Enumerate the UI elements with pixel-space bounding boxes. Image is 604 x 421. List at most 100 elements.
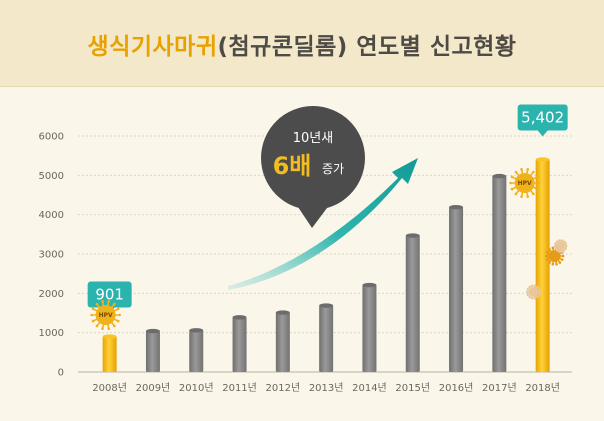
value-callout-last: 5,402: [517, 104, 568, 137]
bar-cap: [405, 233, 420, 238]
virus-spike-tip: [537, 181, 540, 185]
virus-spike-tip: [526, 290, 529, 294]
virus-spike-tip: [553, 244, 557, 248]
virus-spike-tip: [526, 293, 530, 297]
virus-spike-tip: [562, 240, 566, 243]
virus-spike-tip: [116, 307, 120, 311]
title-band: [0, 0, 604, 87]
bar-cap: [362, 282, 377, 288]
virus-spike-tip: [538, 293, 541, 297]
bar-chart: 0 1000 2000 3000 4000 5000 6000 2008년 2009년 2010…: [39, 104, 572, 394]
virus-spike-tip: [544, 254, 548, 258]
virus-spike-tip: [514, 192, 518, 196]
virus-spike-tip: [564, 247, 567, 250]
x-tick-label: 2011년: [222, 382, 257, 394]
bubble-big-text: 6배: [273, 152, 312, 180]
bar-cap: [319, 303, 334, 308]
virus-spike-tip: [510, 175, 514, 179]
virus-spike-tip: [526, 287, 530, 291]
x-tick-label: 2008년: [92, 382, 127, 394]
virus-spike-tip: [514, 170, 518, 174]
virus-spike-tip: [564, 244, 568, 248]
value-callout-first: 901: [87, 281, 132, 314]
bar: [535, 159, 550, 372]
virus-spike-tip: [528, 295, 532, 299]
bar-cap: [232, 315, 247, 320]
virus-spike-tip: [107, 300, 111, 303]
virus-spike-tip: [536, 295, 539, 299]
virus-spike-tip: [101, 300, 104, 303]
virus-spike-tip: [530, 284, 534, 288]
virus-spike-tip: [536, 285, 539, 289]
virus-spike-tip: [554, 247, 557, 250]
virus-spike-tip: [95, 324, 99, 328]
virus-icon-faint: [526, 284, 542, 300]
y-tick-label: 2000: [39, 289, 64, 300]
bars: [102, 157, 550, 372]
x-tick-label: 2013년: [309, 382, 344, 394]
virus-body: [514, 173, 535, 193]
decorations: 901 5,402 10년새 6배 증가 HPV HPV: [87, 104, 568, 330]
virus-label: HPV: [99, 312, 113, 319]
virus-spike-tip: [91, 319, 95, 323]
bar: [405, 235, 420, 372]
y-tick-label: 1000: [39, 328, 64, 339]
virus-spike-tip: [555, 249, 559, 252]
virus-spike-tip: [561, 254, 565, 258]
title-highlight: 생식기사마귀: [87, 34, 218, 60]
bar-cap: [102, 334, 117, 339]
x-tick-label: 2010년: [179, 382, 214, 394]
bar: [232, 317, 247, 372]
x-tick-label: 2012년: [266, 382, 301, 394]
virus-body: [556, 242, 565, 250]
virus-spike-tip: [520, 168, 523, 171]
bar: [492, 176, 507, 372]
virus-spike-tip: [562, 249, 566, 252]
virus-spike-tip: [538, 287, 541, 291]
virus-spike-tip: [555, 240, 559, 243]
bar-cap: [535, 157, 550, 162]
virus-spike-tip: [91, 307, 95, 311]
virus-spike-tip: [101, 327, 104, 330]
virus-spike-tip: [533, 296, 537, 300]
hpv-icon-last: HPV: [509, 168, 540, 198]
callout-pointer: [537, 130, 548, 137]
title-rest: (첨규콘딜롬) 연도별 신고현황: [217, 34, 517, 60]
y-tick-label: 3000: [39, 250, 64, 261]
bubble-circle: [261, 106, 365, 210]
bar-cap: [275, 310, 290, 315]
virus-spike-tip: [510, 187, 514, 191]
virus-spike-tip: [560, 239, 564, 242]
virus-spike-tip: [545, 258, 549, 261]
virus-body: [548, 250, 561, 262]
virus-spike-tip: [548, 261, 551, 264]
hpv-icon-first: HPV: [90, 300, 121, 330]
virus-spike-tip: [545, 251, 549, 254]
bar: [275, 312, 290, 372]
callout-value: 901: [95, 286, 124, 304]
bubble-tail: [296, 204, 330, 228]
y-axis: 0 1000 2000 3000 4000 5000 6000: [39, 132, 64, 379]
y-tick-label: 5000: [39, 171, 64, 182]
callout-value: 5,402: [521, 109, 564, 127]
virus-spike-tip: [528, 285, 532, 289]
virus-spike-tip: [560, 250, 564, 253]
y-tick-label: 4000: [39, 210, 64, 221]
bar: [319, 305, 334, 372]
page-title: 생식기사마귀(첨규콘딜롬) 연도별 신고현황: [0, 27, 604, 61]
trend-arrow-shape: [228, 158, 418, 290]
virus-spike-tip: [95, 302, 99, 306]
virus-spike-tip: [548, 248, 551, 251]
x-axis: 2008년 2009년 2010년 2011년 2012년 2013년 2014년 2015년…: [92, 382, 560, 394]
virus-spike-tip: [520, 195, 523, 198]
x-tick-label: 2015년: [395, 382, 430, 394]
virus-body: [95, 305, 116, 325]
virus-spike-tip: [532, 170, 535, 174]
x-tick-label: 2017년: [482, 382, 517, 394]
virus-spike-tip: [530, 296, 534, 300]
bar-cap: [492, 173, 507, 179]
virus-spike-tip: [558, 250, 561, 253]
virus-spike-tip: [113, 302, 116, 306]
virus-spike-tip: [551, 246, 555, 250]
virus-spike-tip: [532, 192, 535, 196]
